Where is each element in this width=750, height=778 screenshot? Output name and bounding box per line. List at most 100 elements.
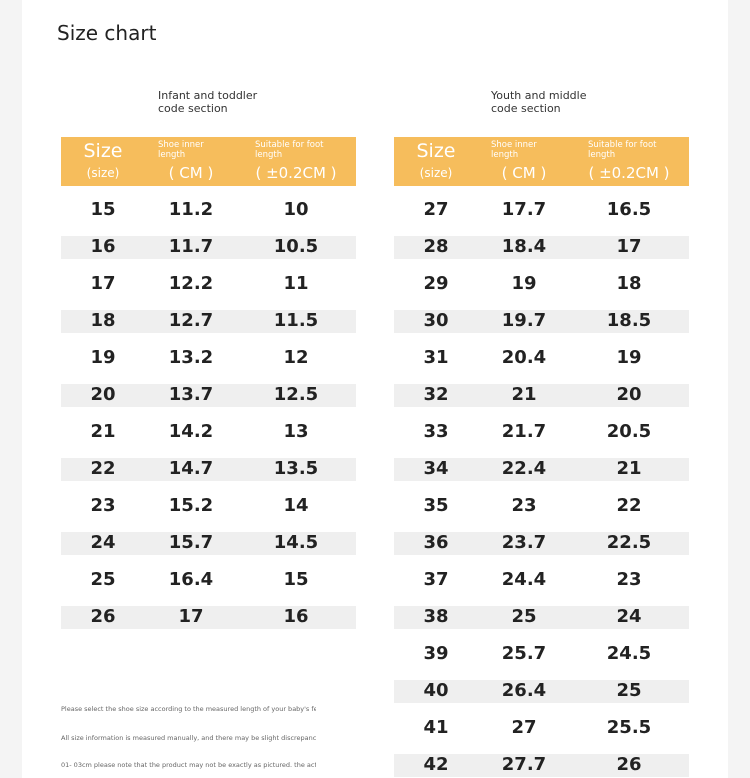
row-stripe (394, 753, 689, 777)
note: 01- 03cm please note that the product ma… (61, 761, 316, 769)
table-cell: 27 (511, 717, 537, 738)
table-cell: 18 (90, 310, 116, 331)
table-cell: 31 (423, 347, 449, 368)
table-cell: 14.5 (273, 532, 319, 553)
table-cell: 18.5 (606, 310, 652, 331)
table-cell: 13.2 (168, 347, 214, 368)
table-cell: 27.7 (501, 754, 547, 775)
table-cell: 15.2 (168, 495, 214, 516)
table-cell: 16 (283, 606, 309, 627)
table-cell: 16.4 (168, 569, 214, 590)
table-cell: 26 (90, 606, 116, 627)
table-cell: 17 (616, 236, 642, 257)
table-cell: 29 (423, 273, 449, 294)
table-cell: 10 (283, 199, 309, 220)
row-stripe (394, 531, 689, 555)
header-foot-unit: ( ±0.2CM ) (588, 164, 670, 182)
table-cell: 41 (423, 717, 449, 738)
row-stripe (394, 383, 689, 407)
table-cell: 14.2 (168, 421, 214, 442)
row-stripe (394, 457, 689, 481)
table-cell: 22.5 (606, 532, 652, 553)
header-inner-unit: ( CM ) (501, 164, 547, 182)
header-inner: Shoe inner length (158, 140, 204, 160)
table-cell: 25.7 (501, 643, 547, 664)
table-cell: 12 (283, 347, 309, 368)
table-cell: 13 (283, 421, 309, 442)
table-cell: 21 (511, 384, 537, 405)
header-size-sub: (size) (419, 166, 453, 180)
table-header (61, 137, 356, 186)
table-cell: 20 (90, 384, 116, 405)
row-stripe (394, 235, 689, 259)
table-cell: 25 (90, 569, 116, 590)
section-label: Infant and toddler code section (158, 89, 258, 115)
table-cell: 15 (283, 569, 309, 590)
row-stripe (394, 605, 689, 629)
table-cell: 42 (423, 754, 449, 775)
table-cell: 33 (423, 421, 449, 442)
table-cell: 23 (511, 495, 537, 516)
table-cell: 20.5 (606, 421, 652, 442)
table-cell: 19 (90, 347, 116, 368)
table-cell: 30 (423, 310, 449, 331)
row-stripe (61, 383, 356, 407)
table-cell: 12.5 (273, 384, 319, 405)
table-cell: 19 (511, 273, 537, 294)
table-cell: 32 (423, 384, 449, 405)
table-cell: 17 (178, 606, 204, 627)
table-cell: 22 (90, 458, 116, 479)
header-size: Size (83, 140, 123, 162)
row-stripe (61, 309, 356, 333)
table-cell: 19 (616, 347, 642, 368)
note: All size information is measured manuall… (61, 734, 316, 742)
table-cell: 13.7 (168, 384, 214, 405)
table-cell: 11 (283, 273, 309, 294)
table-cell: 10.5 (273, 236, 319, 257)
table-cell: 18.4 (501, 236, 547, 257)
row-stripe (61, 457, 356, 481)
table-cell: 24.5 (606, 643, 652, 664)
table-cell: 25 (616, 680, 642, 701)
table-cell: 34 (423, 458, 449, 479)
table-cell: 25 (511, 606, 537, 627)
table-cell: 23 (90, 495, 116, 516)
table-header (394, 137, 689, 186)
table-cell: 27 (423, 199, 449, 220)
table-cell: 38 (423, 606, 449, 627)
row-stripe (61, 235, 356, 259)
table-cell: 19.7 (501, 310, 547, 331)
table-cell: 28 (423, 236, 449, 257)
table-cell: 21.7 (501, 421, 547, 442)
header-foot: Suitable for foot length (255, 140, 324, 160)
table-cell: 39 (423, 643, 449, 664)
table-cell: 35 (423, 495, 449, 516)
header-size: Size (416, 140, 456, 162)
section-label: Youth and middle code section (491, 89, 587, 115)
table-cell: 36 (423, 532, 449, 553)
row-stripe (61, 605, 356, 629)
table-cell: 15 (90, 199, 116, 220)
table-cell: 21 (616, 458, 642, 479)
table-cell: 24 (90, 532, 116, 553)
table-cell: 11.2 (168, 199, 214, 220)
table-cell: 11.5 (273, 310, 319, 331)
row-stripe (61, 531, 356, 555)
row-stripe (394, 309, 689, 333)
table-cell: 13.5 (273, 458, 319, 479)
table-cell: 17 (90, 273, 116, 294)
table-cell: 25.5 (606, 717, 652, 738)
table-cell: 26 (616, 754, 642, 775)
row-stripe (394, 679, 689, 703)
table-cell: 12.7 (168, 310, 214, 331)
table-cell: 20 (616, 384, 642, 405)
table-cell: 24.4 (501, 569, 547, 590)
table-cell: 37 (423, 569, 449, 590)
table-cell: 16 (90, 236, 116, 257)
table-cell: 26.4 (501, 680, 547, 701)
header-size-sub: (size) (86, 166, 120, 180)
table-cell: 22 (616, 495, 642, 516)
header-foot: Suitable for foot length (588, 140, 657, 160)
table-cell: 16.5 (606, 199, 652, 220)
table-cell: 12.2 (168, 273, 214, 294)
